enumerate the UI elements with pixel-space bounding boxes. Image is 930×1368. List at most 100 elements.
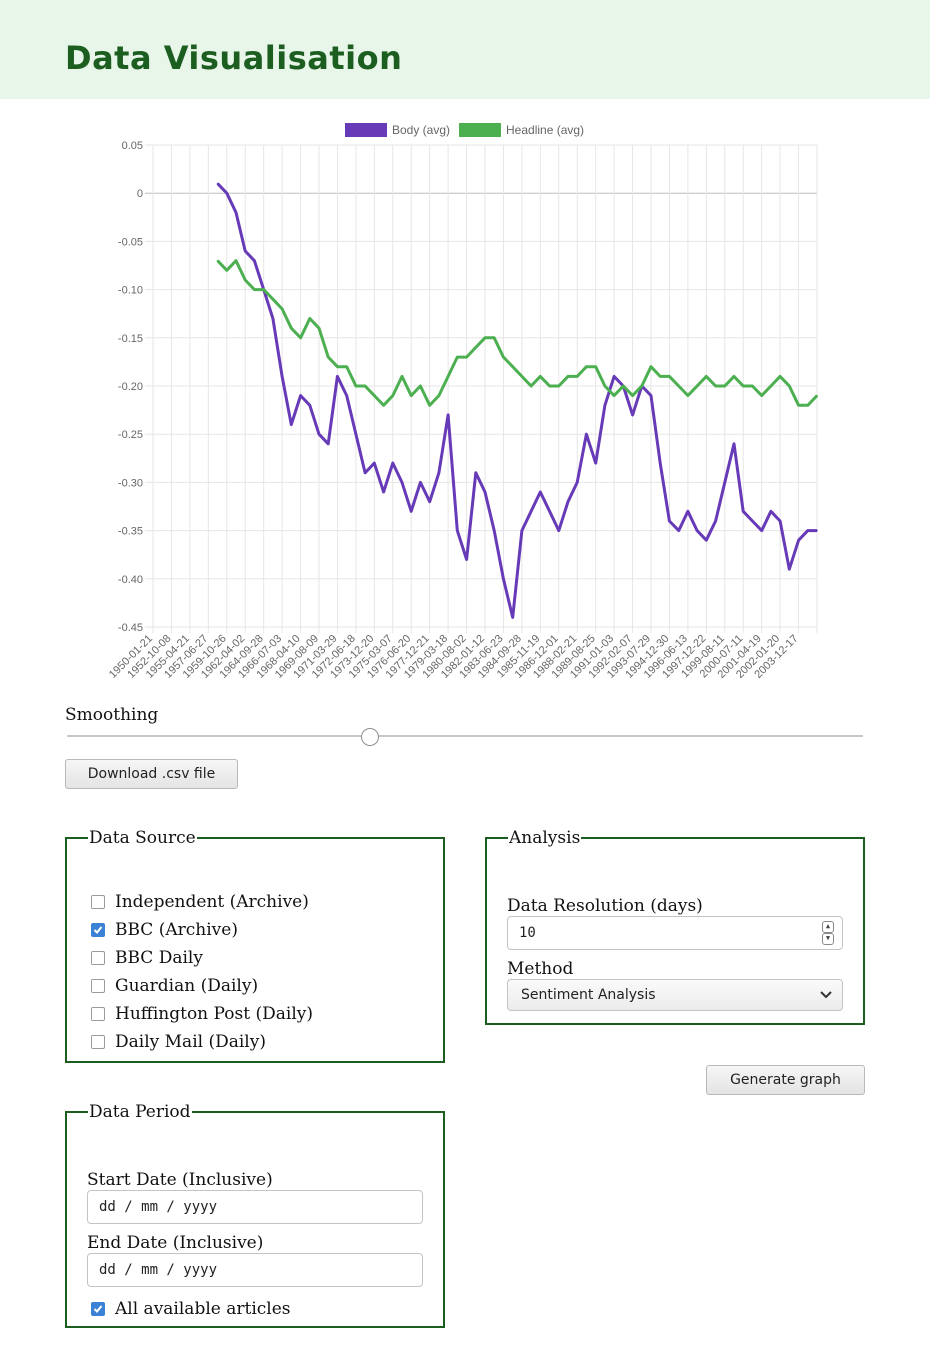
data-point <box>281 308 283 310</box>
generate-graph-button[interactable]: Generate graph <box>706 1065 865 1095</box>
data-point <box>493 529 496 532</box>
data-point <box>668 375 671 378</box>
source-checkbox[interactable] <box>91 979 105 993</box>
data-point <box>687 510 689 513</box>
source-option[interactable]: Daily Mail (Daily) <box>91 1032 266 1052</box>
checkmark-icon <box>93 1305 103 1313</box>
data-point <box>521 529 523 532</box>
data-point <box>428 404 431 407</box>
end-date-label: End Date (Inclusive) <box>87 1233 264 1253</box>
data-point <box>410 394 413 397</box>
all-articles-option[interactable]: All available articles <box>91 1299 291 1319</box>
data-point <box>475 472 477 474</box>
series-line <box>216 259 819 407</box>
data-point <box>484 491 486 493</box>
source-checkbox[interactable] <box>91 1035 105 1049</box>
data-point <box>770 510 772 513</box>
data-point <box>438 472 440 474</box>
y-tick-label: -0.05 <box>118 236 143 248</box>
resolution-input[interactable]: 10 ▲ ▼ <box>507 916 843 950</box>
source-label: Daily Mail (Daily) <box>115 1032 266 1052</box>
data-point <box>281 375 283 378</box>
smoothing-slider-track[interactable] <box>67 735 863 737</box>
data-point <box>318 433 320 436</box>
data-point <box>687 394 689 397</box>
data-point <box>816 394 818 397</box>
data-point <box>733 443 735 445</box>
data-point <box>244 279 246 281</box>
stepper-up-icon[interactable]: ▲ <box>822 921 834 933</box>
data-point <box>659 375 661 378</box>
data-point <box>760 394 763 397</box>
resolution-value: 10 <box>519 925 536 941</box>
data-point <box>345 365 348 368</box>
y-tick-label: 0.05 <box>122 140 143 152</box>
data-point <box>253 259 256 262</box>
y-tick-label: -0.15 <box>118 333 143 345</box>
method-selected-value: Sentiment Analysis <box>521 987 656 1003</box>
source-checkbox[interactable] <box>91 895 105 909</box>
data-point <box>392 394 394 397</box>
source-option[interactable]: Huffington Post (Daily) <box>91 1004 313 1024</box>
analysis-group: Analysis Data Resolution (days) 10 ▲ ▼ M… <box>485 828 865 1025</box>
source-label: Independent (Archive) <box>115 892 309 912</box>
checkmark-icon <box>93 926 103 934</box>
source-option[interactable]: BBC (Archive) <box>91 920 238 940</box>
data-point <box>558 385 560 387</box>
data-point <box>548 385 551 387</box>
data-point <box>484 337 486 339</box>
start-date-input[interactable]: dd / mm / yyyy <box>87 1190 423 1224</box>
data-point <box>290 327 293 329</box>
end-date-input[interactable]: dd / mm / yyyy <box>87 1253 423 1287</box>
data-point <box>576 375 578 378</box>
data-point <box>659 462 661 464</box>
all-articles-label: All available articles <box>115 1299 291 1319</box>
data-point <box>807 529 809 532</box>
resolution-stepper[interactable]: ▲ ▼ <box>822 921 834 945</box>
source-checkbox[interactable] <box>91 1007 105 1021</box>
all-articles-checkbox[interactable] <box>91 1302 105 1316</box>
data-point <box>392 462 394 464</box>
source-option[interactable]: BBC Daily <box>91 948 203 968</box>
y-tick-label: -0.45 <box>118 622 143 634</box>
smoothing-slider-thumb[interactable] <box>361 728 380 746</box>
data-point <box>641 385 643 387</box>
data-point <box>438 394 440 397</box>
source-checkbox[interactable] <box>91 951 105 965</box>
source-option[interactable]: Guardian (Daily) <box>91 976 258 996</box>
data-point <box>539 375 542 378</box>
source-option[interactable]: Independent (Archive) <box>91 892 309 912</box>
end-date-placeholder: dd / mm / yyyy <box>99 1262 218 1278</box>
data-point <box>373 462 376 464</box>
data-point <box>816 529 818 532</box>
data-point <box>493 337 496 339</box>
data-point <box>216 182 219 185</box>
y-tick-label: -0.20 <box>118 381 143 393</box>
data-point <box>779 375 781 378</box>
y-tick-label: -0.25 <box>118 429 143 441</box>
data-point <box>262 288 265 291</box>
data-point <box>272 298 274 300</box>
y-tick-label: -0.40 <box>118 574 143 586</box>
data-point <box>309 404 311 407</box>
download-csv-button[interactable]: Download .csv file <box>65 759 238 789</box>
data-point <box>631 414 634 416</box>
legend-swatch <box>459 123 501 137</box>
data-point <box>327 443 330 445</box>
data-point <box>742 385 744 387</box>
data-point <box>345 394 348 397</box>
data-point <box>502 356 505 358</box>
method-select[interactable]: Sentiment Analysis <box>507 979 843 1011</box>
stepper-down-icon[interactable]: ▼ <box>822 933 834 945</box>
data-period-group: Data Period Start Date (Inclusive) dd / … <box>65 1102 445 1328</box>
data-point <box>751 520 754 522</box>
data-point <box>235 259 237 262</box>
data-point <box>410 510 413 513</box>
source-checkbox[interactable] <box>91 923 105 937</box>
data-point <box>465 356 468 358</box>
legend-swatch <box>345 123 387 137</box>
y-tick-label: -0.35 <box>118 526 143 538</box>
data-point <box>299 337 302 339</box>
data-point <box>558 529 560 532</box>
data-point <box>604 385 606 387</box>
